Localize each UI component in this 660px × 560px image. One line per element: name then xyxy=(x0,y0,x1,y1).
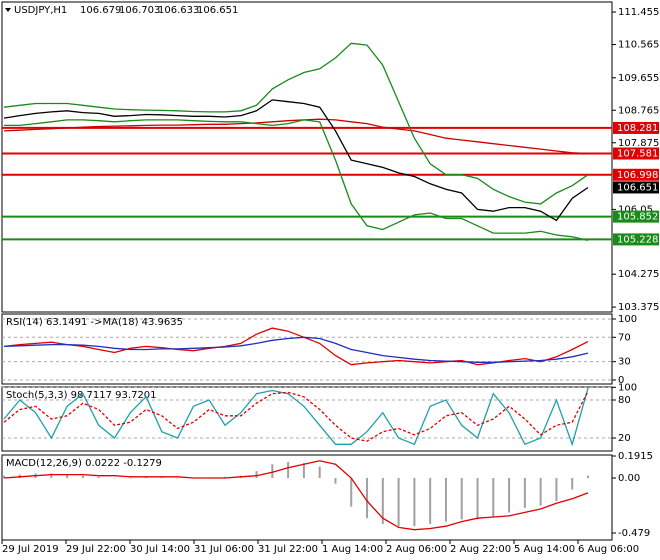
x-tick-label: 30 Jul 14:00 xyxy=(130,544,190,555)
y-tick-label: 0.1915 xyxy=(618,451,653,462)
indicator-line xyxy=(3,336,589,363)
level-label: 105.228 xyxy=(617,234,658,245)
y-tick-label: 104.275 xyxy=(618,269,659,280)
level-label: 105.852 xyxy=(617,212,658,223)
ohlc-value: 106.633 xyxy=(158,5,199,16)
x-tick-label: 2 Aug 06:00 xyxy=(386,544,447,555)
histogram-bar xyxy=(523,477,526,508)
y-tick-label: 110.565 xyxy=(618,40,659,51)
histogram-bar xyxy=(429,477,432,524)
histogram-bar xyxy=(539,477,542,506)
histogram-bar xyxy=(381,477,384,524)
indicator-line xyxy=(3,387,589,447)
menu-arrow xyxy=(5,8,11,12)
y-tick-label: 0 xyxy=(618,375,624,386)
histogram-bar xyxy=(66,474,69,478)
level-label: 106.998 xyxy=(617,170,658,181)
y-tick-label: 20 xyxy=(618,433,631,444)
ohlc-value: 106.651 xyxy=(197,5,238,16)
level-label: 108.281 xyxy=(617,123,658,134)
histogram-bar xyxy=(350,477,353,507)
x-tick-label: 31 Jul 22:00 xyxy=(258,544,318,555)
level-label-bg xyxy=(613,168,659,181)
y-tick-label: 100 xyxy=(618,382,637,393)
histogram-bar xyxy=(113,477,116,479)
histogram-bar xyxy=(255,471,258,478)
x-tick-label: 1 Aug 14:00 xyxy=(322,544,383,555)
histogram-bar xyxy=(176,477,179,479)
x-tick-label: 5 Aug 14:00 xyxy=(514,544,575,555)
y-tick-label: 106.05 xyxy=(618,204,653,215)
y-tick-label: 108.765 xyxy=(618,105,659,116)
histogram-bar xyxy=(476,477,479,520)
y-tick-label: 100 xyxy=(618,314,637,325)
indicator-line xyxy=(3,99,589,222)
histogram-bar xyxy=(318,466,321,478)
last-price-bg xyxy=(613,181,659,194)
level-label-bg xyxy=(613,233,659,246)
histogram-bar xyxy=(50,473,53,478)
y-tick-label: 111.455 xyxy=(618,7,659,18)
histogram-bar xyxy=(460,477,463,520)
indicator-line xyxy=(4,119,589,242)
x-tick-label: 29 Jul 22:00 xyxy=(66,544,126,555)
histogram-bar xyxy=(366,477,369,519)
indicator-title: RSI(14) 63.1491 ->MA(18) 43.9635 xyxy=(6,317,183,328)
x-tick-label: 2 Aug 22:00 xyxy=(450,544,511,555)
histogram-bar xyxy=(271,464,274,478)
level-label-bg xyxy=(613,210,659,223)
indicator-line xyxy=(3,118,589,155)
y-tick-label: 0.00 xyxy=(618,473,640,484)
histogram-bar xyxy=(492,477,495,518)
symbol-title: USDJPY,H1 xyxy=(14,5,67,16)
histogram-bar xyxy=(555,477,558,501)
level-label-bg xyxy=(613,147,659,160)
indicator-line xyxy=(3,42,589,205)
y-tick-label: 30 xyxy=(618,357,631,368)
ohlc-value: 106.703 xyxy=(119,5,160,16)
histogram-bar xyxy=(413,477,416,527)
x-tick-label: 29 Jul 2019 xyxy=(2,544,59,555)
panel-frame xyxy=(1,1,613,313)
histogram-bar xyxy=(587,475,589,478)
y-tick-label: 107.875 xyxy=(618,138,659,149)
histogram-bar xyxy=(508,477,511,513)
histogram-bar xyxy=(81,475,84,478)
panel-frame xyxy=(1,454,613,541)
x-tick-label: 6 Aug 06:00 xyxy=(578,544,639,555)
histogram-bar xyxy=(287,461,290,478)
y-tick-label: 109.655 xyxy=(618,73,659,84)
indicator-line xyxy=(3,327,589,366)
y-tick-label: 80 xyxy=(618,395,631,406)
y-tick-label: 103.375 xyxy=(618,302,659,313)
x-tick-label: 31 Jul 06:00 xyxy=(194,544,254,555)
histogram-bar xyxy=(334,477,337,484)
y-tick-label: 70 xyxy=(618,332,631,343)
panel-frame xyxy=(1,313,613,385)
indicator-line xyxy=(3,460,589,531)
y-tick-label: -0.479 xyxy=(618,528,650,539)
histogram-bar xyxy=(302,463,305,478)
level-label-bg xyxy=(613,121,659,134)
histogram-bar xyxy=(97,476,100,478)
histogram-bar xyxy=(444,477,447,522)
histogram-bar xyxy=(571,477,574,490)
histogram-bar xyxy=(3,475,5,478)
last-price-label: 106.651 xyxy=(617,182,658,193)
ohlc-value: 106.679 xyxy=(80,5,121,16)
histogram-bar xyxy=(129,477,132,479)
histogram-bar xyxy=(397,477,400,527)
level-label: 107.581 xyxy=(617,148,658,159)
indicator-title: MACD(12,26,9) 0.0222 -0.1279 xyxy=(6,458,162,469)
panel-frame xyxy=(1,386,613,452)
